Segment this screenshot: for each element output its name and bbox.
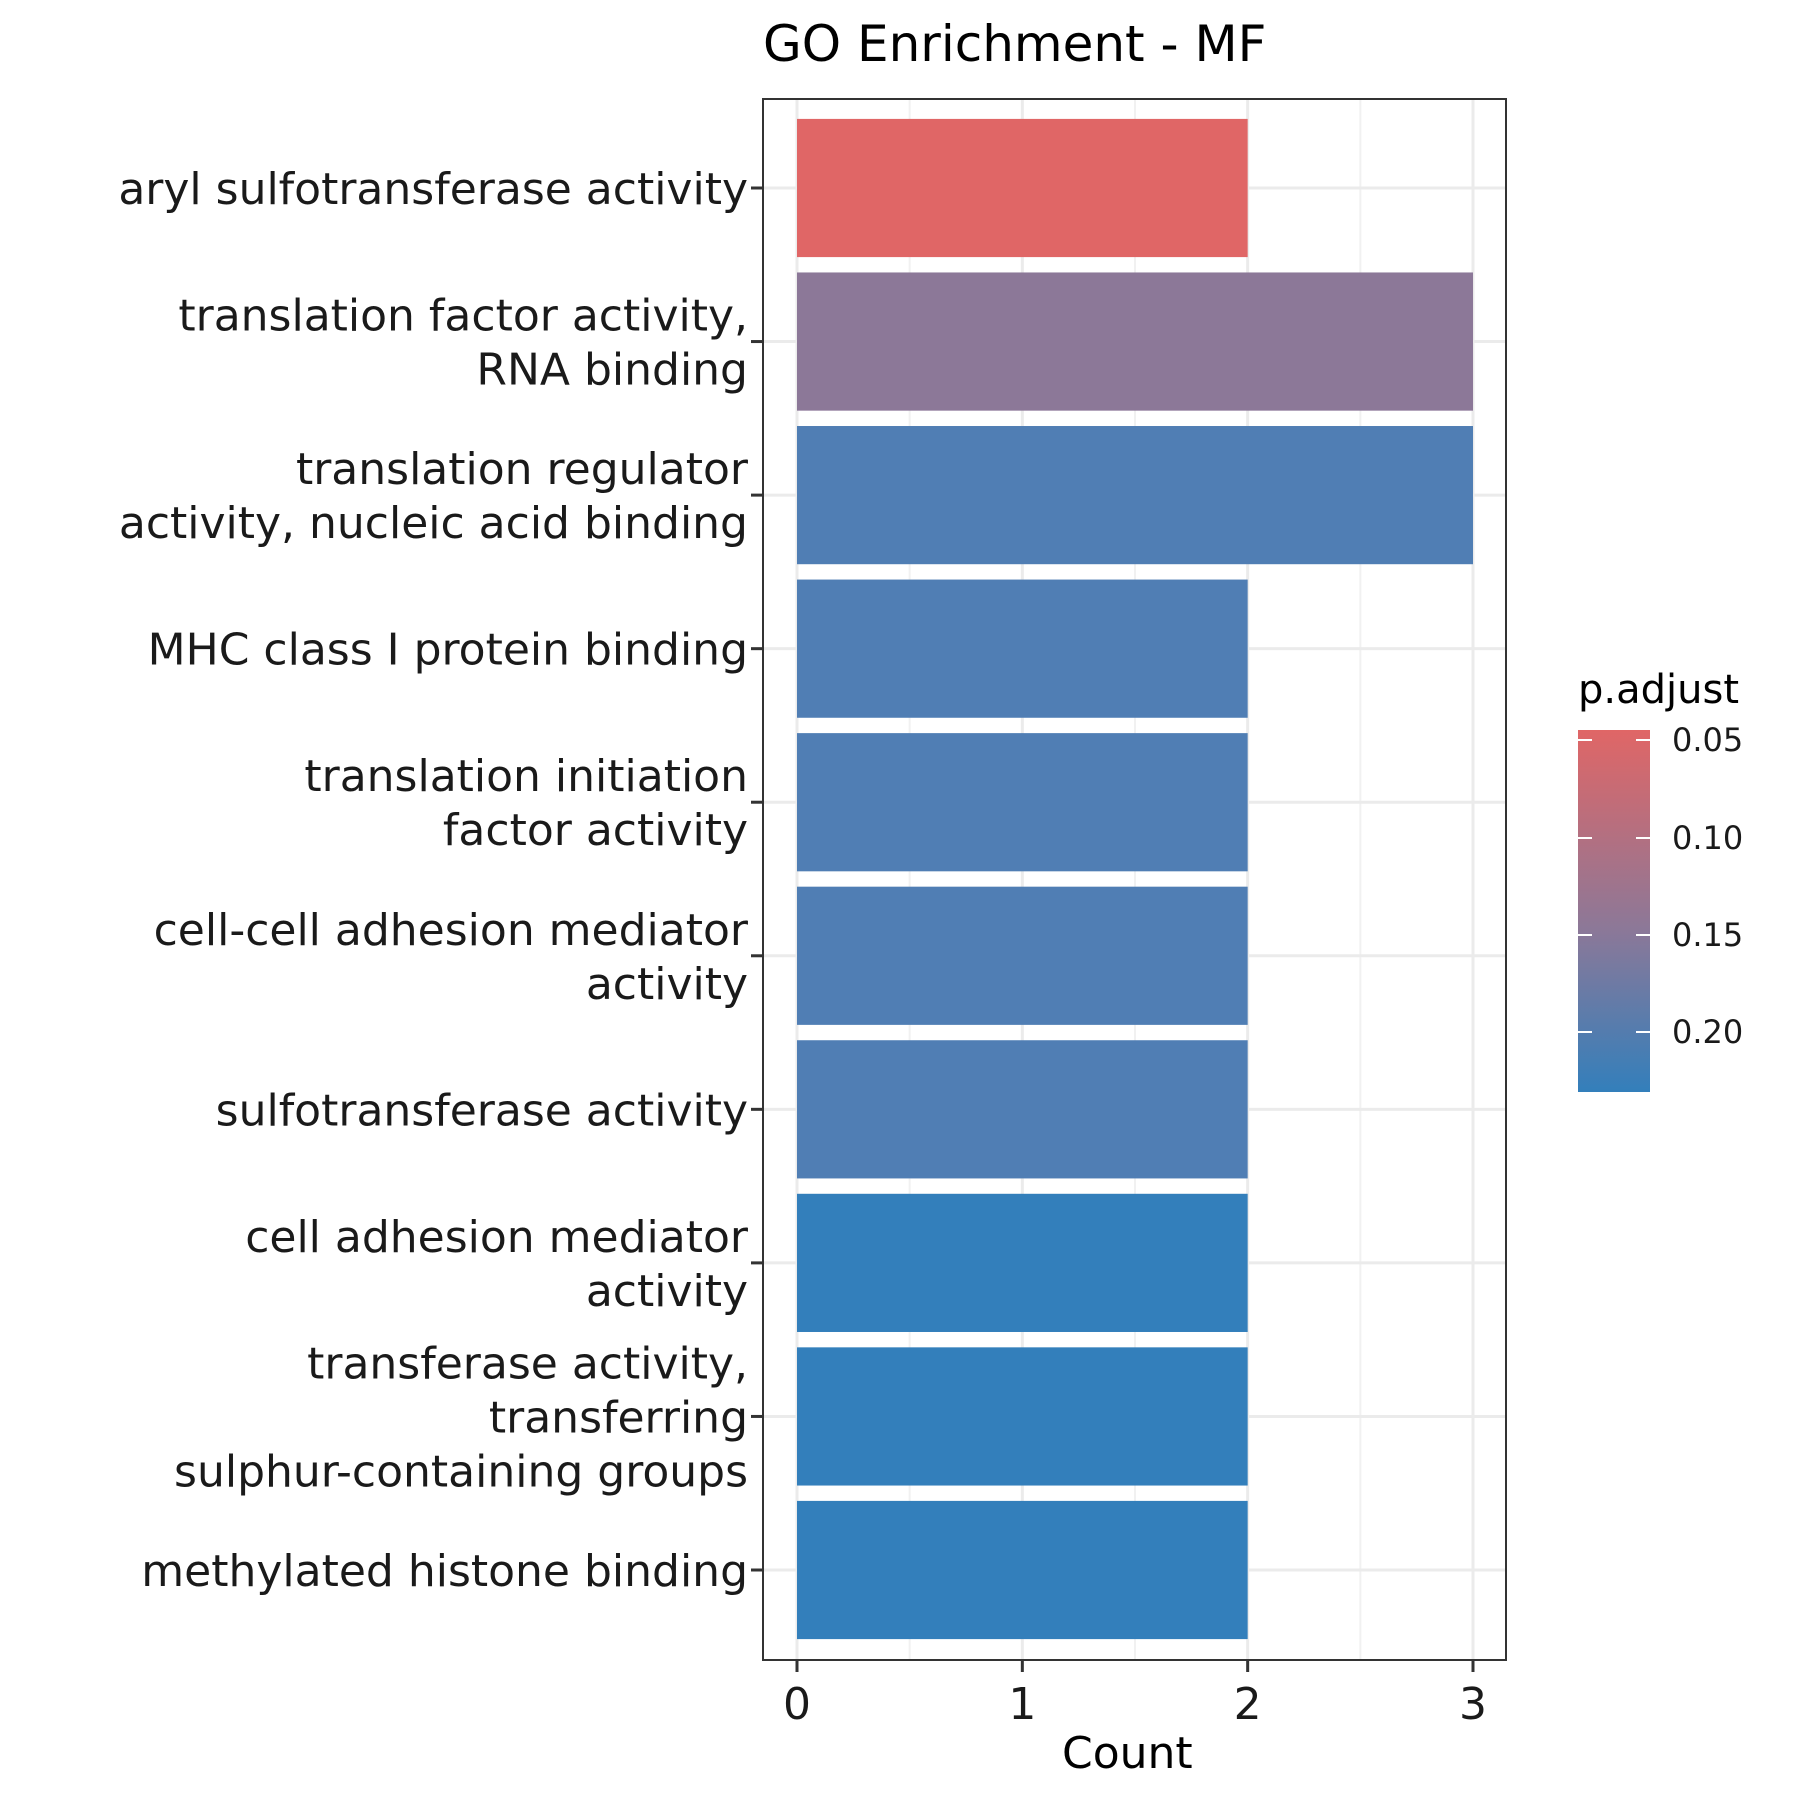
x-axis-title: Count	[1062, 1728, 1193, 1779]
y-tick-label: cell-cell adhesion mediator activity	[154, 905, 749, 1010]
y-tick-label: aryl sulfotransferase activity	[118, 164, 748, 215]
legend-tick-label: 0.10	[1672, 819, 1743, 857]
y-tick-label: translation factor activity, RNA binding	[178, 291, 748, 396]
bar	[797, 118, 1248, 258]
x-tick-label: 2	[1234, 1679, 1262, 1730]
y-tick-label: cell adhesion mediator activity	[245, 1212, 749, 1317]
x-tick-label: 3	[1459, 1679, 1487, 1730]
y-tick-label: translation regulator activity, nucleic a…	[119, 444, 749, 549]
bar	[797, 886, 1248, 1025]
y-tick-label: translation initiation factor activity	[304, 751, 748, 856]
bar	[797, 272, 1473, 411]
x-tick-label: 1	[1008, 1679, 1036, 1730]
bar	[797, 1347, 1248, 1486]
bar	[797, 426, 1473, 565]
bar	[797, 1040, 1248, 1179]
legend-colorbar	[1578, 730, 1650, 1092]
y-tick-label: methylated histone binding	[141, 1546, 748, 1597]
legend: p.adjust 0.05 0.10 0.15 0.20	[1578, 667, 1743, 1092]
bars	[797, 118, 1473, 1640]
legend-title: p.adjust	[1578, 667, 1739, 713]
y-tick-label: transferase activity, transferring sulphur…	[174, 1338, 748, 1497]
y-tick-label: sulfotransferase activity	[216, 1085, 748, 1136]
plot-panel-border	[762, 98, 1507, 1661]
bar	[797, 1193, 1248, 1332]
x-tick-label: 0	[783, 1679, 811, 1730]
chart-title: GO Enrichment - MF	[763, 15, 1267, 73]
bar	[797, 733, 1248, 872]
legend-tick-label: 0.15	[1672, 916, 1743, 954]
y-axis: aryl sulfotransferase activity translatio…	[118, 164, 763, 1597]
legend-tick-label: 0.05	[1672, 721, 1743, 759]
x-axis: 0 1 2 3	[783, 1660, 1487, 1730]
y-tick-label: MHC class I protein binding	[148, 625, 748, 676]
legend-tick-label: 0.20	[1672, 1013, 1743, 1051]
bar	[797, 579, 1248, 718]
bar	[797, 1500, 1248, 1640]
